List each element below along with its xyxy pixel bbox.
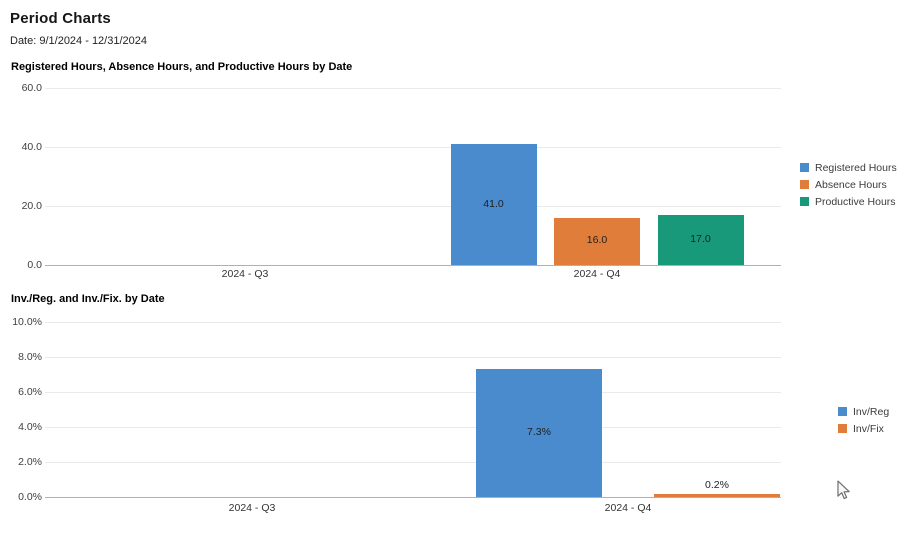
x-tick-label-2024-q4: 2024 - Q4 (604, 502, 652, 514)
arrow-pointer-icon (837, 480, 850, 500)
legend-swatch-inv-reg (838, 407, 847, 416)
x-tick-label-2024-q3: 2024 - Q3 (221, 268, 269, 280)
y-tick-label: 8.0% (18, 351, 42, 363)
bar-value-label: 41.0 (483, 197, 504, 210)
date-range-label: Date: 9/1/2024 - 12/31/2024 (10, 35, 147, 47)
legend-item-registered-hours[interactable]: Registered Hours (800, 159, 897, 176)
bar-value-label: 0.2% (705, 478, 729, 491)
legend-item-absence-hours[interactable]: Absence Hours (800, 176, 897, 193)
gridline (45, 357, 781, 358)
legend-swatch-absence-hours (800, 180, 809, 189)
legend-label: Inv/Reg (853, 405, 890, 418)
gridline (45, 322, 781, 323)
hours-chart-legend: Registered Hours Absence Hours Productive … (800, 159, 897, 210)
x-axis-line (45, 497, 781, 498)
ratio-chart-title: Inv./Reg. and Inv./Fix. by Date (11, 293, 165, 305)
gridline (45, 462, 781, 463)
y-tick-label: 20.0 (21, 200, 42, 212)
bar-inv-fix-2024-q4[interactable] (654, 493, 780, 497)
legend-item-productive-hours[interactable]: Productive Hours (800, 193, 897, 210)
bar-registered-hours-2024-q4[interactable] (450, 144, 537, 265)
legend-label: Registered Hours (815, 161, 897, 174)
y-tick-label: 0.0% (18, 491, 42, 503)
page-title: Period Charts (10, 10, 111, 27)
legend-item-inv-reg[interactable]: Inv/Reg (838, 403, 889, 420)
hours-chart-title: Registered Hours, Absence Hours, and Pro… (11, 61, 353, 73)
bar-absence-hours-2024-q4[interactable] (554, 217, 640, 265)
y-tick-label: 0.0 (27, 259, 42, 271)
y-tick-label: 4.0% (18, 421, 42, 433)
y-tick-label: 10.0% (12, 316, 42, 328)
x-tick-label-2024-q3: 2024 - Q3 (228, 502, 276, 514)
gridline (45, 88, 781, 89)
legend-label: Absence Hours (815, 178, 887, 191)
legend-label: Inv/Fix (853, 422, 884, 435)
y-tick-label: 40.0 (21, 141, 42, 153)
x-axis-line (45, 265, 781, 266)
bar-inv-reg-2024-q4[interactable] (476, 369, 602, 497)
bar-value-label: 7.3% (527, 426, 551, 439)
gridline (45, 147, 781, 148)
y-tick-label: 6.0% (18, 386, 42, 398)
legend-label: Productive Hours (815, 195, 896, 208)
gridline (45, 206, 781, 207)
ratio-chart-legend: Inv/Reg Inv/Fix (838, 403, 889, 437)
x-tick-label-2024-q4: 2024 - Q4 (573, 268, 621, 280)
gridline (45, 427, 781, 428)
gridline (45, 392, 781, 393)
bar-productive-hours-2024-q4[interactable] (657, 214, 744, 265)
y-tick-label: 2.0% (18, 456, 42, 468)
legend-swatch-productive-hours (800, 197, 809, 206)
legend-swatch-registered-hours (800, 163, 809, 172)
legend-swatch-inv-fix (838, 424, 847, 433)
bar-value-label: 17.0 (690, 232, 711, 245)
bar-value-label: 16.0 (586, 234, 608, 247)
y-tick-label: 60.0 (21, 82, 42, 94)
legend-item-inv-fix[interactable]: Inv/Fix (838, 420, 889, 437)
